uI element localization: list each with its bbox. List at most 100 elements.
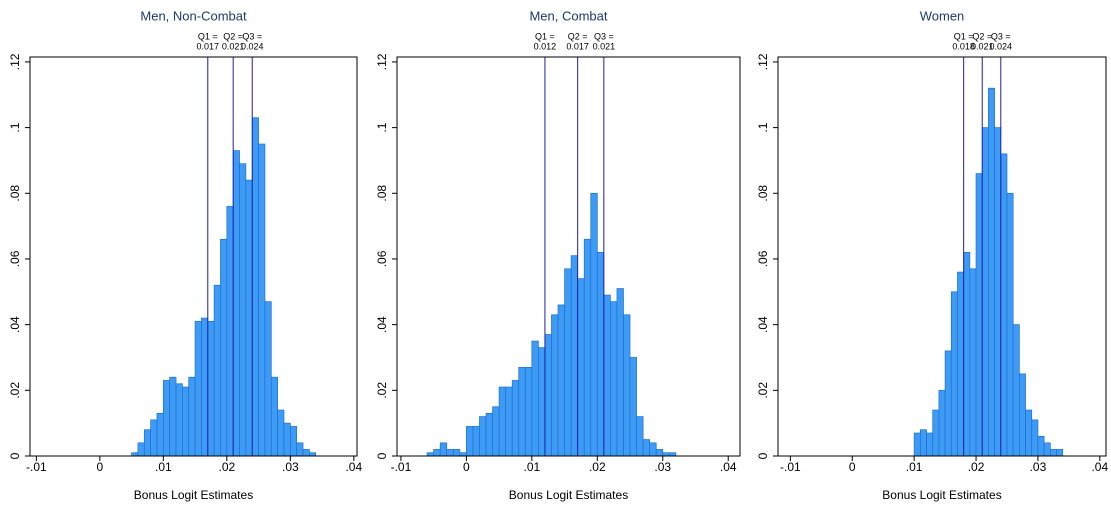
x-tick-label: .02 [589,460,606,474]
bar [1043,442,1051,457]
x-tick-label: 0 [97,460,104,474]
y-tick-label: .04 [756,316,770,333]
bar [283,422,291,457]
plot-frame [396,56,741,457]
bar [1037,435,1045,457]
bar [182,386,190,457]
y-tick-label: .06 [375,250,389,267]
x-tick-label: .01 [906,460,923,474]
bar [169,376,177,457]
x-tick-label: .01 [523,460,540,474]
bar [162,380,171,457]
bar [610,301,618,457]
bar [150,419,158,457]
y-tick-label: .02 [375,382,389,399]
bar [655,449,664,457]
bar [531,340,539,457]
y-tick-label: .1 [375,122,389,132]
bar [175,383,183,457]
bar [220,238,228,457]
x-tick-label: .03 [1030,460,1047,474]
bar [518,366,526,457]
bar [1019,373,1026,457]
quartile-value: 0.012 [534,41,557,51]
y-tick-label: .1 [756,122,770,132]
bar [957,271,965,457]
quartile-name: Q3 = [991,31,1011,41]
quartile-name: Q1 = [535,31,555,41]
quartile-value: 0.024 [241,41,264,51]
bar [446,449,454,457]
bar [188,376,196,457]
bar [981,127,989,457]
bar [919,429,927,457]
bar [1025,409,1033,457]
bar [258,143,266,457]
bar [492,406,500,457]
y-tick-label: .06 [756,250,770,267]
bar [583,238,592,457]
bar [544,334,552,457]
y-tick-label: 0 [8,452,22,459]
y-tick-label: 0 [756,452,770,459]
quartile-value: 0.021 [222,41,245,51]
bar [264,301,272,457]
bar [194,321,202,457]
bar [270,376,278,457]
bar [616,288,624,457]
x-axis-label: Bonus Logit Estimates [882,488,1001,502]
bar [994,127,1002,457]
bar [439,442,448,457]
x-tick-label: .02 [218,460,235,474]
bar [623,314,631,457]
quartile-name: Q2 = [568,31,588,41]
x-tick-label: .03 [654,460,671,474]
bar [564,268,572,457]
bar [207,321,215,457]
x-tick-label: .02 [968,460,985,474]
bar [538,347,546,457]
bar [926,432,934,457]
bar [452,449,461,457]
panel: Men, Combat Q1 =0.012 Q2 =0.017 Q3 =0.021 -.… [375,8,741,502]
bar [603,294,611,457]
panel-title: Men, Combat [529,8,607,23]
x-tick-label: -.01 [26,460,47,474]
bar [232,150,240,457]
bar [239,163,247,457]
bar [156,412,164,457]
panel-title: Women [920,8,965,23]
bar [245,179,253,457]
y-tick-label: .04 [8,316,22,333]
bar [479,416,487,457]
x-tick-label: .04 [345,460,362,474]
x-tick-label: .01 [155,460,172,474]
y-tick-label: .1 [8,122,22,132]
y-tick-label: .08 [375,185,389,202]
x-axis-label: Bonus Logit Estimates [134,488,253,502]
bar [932,409,940,457]
quartile-value: 0.021 [971,41,994,51]
bar [498,386,507,457]
quartile-value: 0.017 [197,41,220,51]
bar [975,173,983,457]
bar [596,252,605,457]
bar [557,304,565,457]
bar [944,350,952,457]
x-tick-label: 0 [849,460,856,474]
x-tick-label: .04 [720,460,737,474]
quartile-value: 0.024 [990,41,1013,51]
bar [143,429,151,457]
bar [938,389,946,457]
quartile-name: Q3 = [242,31,262,41]
y-tick-label: .02 [8,382,22,399]
bar [251,117,259,457]
plot-frame [29,56,358,457]
bar [433,449,441,457]
bar [289,426,298,457]
bar [551,314,559,457]
x-tick-label: -.01 [780,460,801,474]
bar [950,291,958,457]
